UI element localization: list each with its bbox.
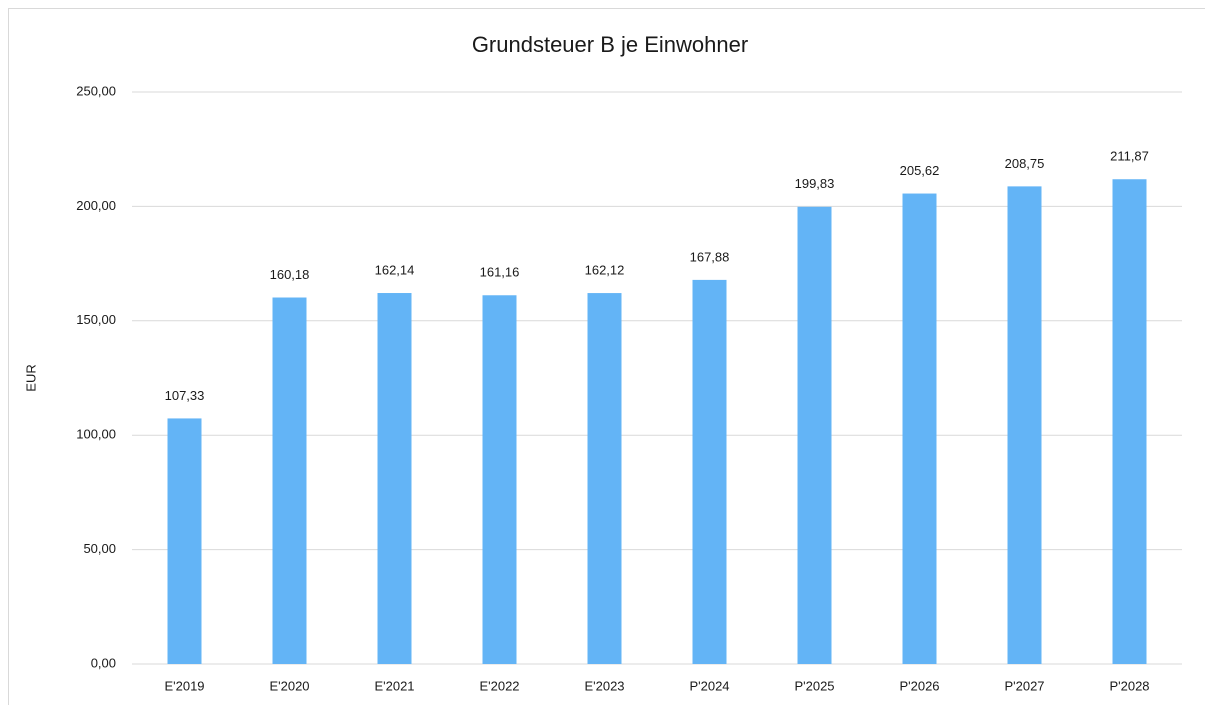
value-label: 160,18 <box>270 267 310 282</box>
y-tick-label: 250,00 <box>76 83 116 98</box>
bar <box>587 293 622 664</box>
value-label: 162,14 <box>375 262 415 277</box>
y-tick-label: 50,00 <box>83 541 116 556</box>
x-tick-label: E'2020 <box>269 678 309 693</box>
value-label: 208,75 <box>1005 156 1045 171</box>
bar <box>272 297 307 664</box>
value-label: 107,33 <box>165 388 205 403</box>
x-tick-label: P'2024 <box>689 678 729 693</box>
y-tick-label: 200,00 <box>76 198 116 213</box>
x-tick-label: E'2021 <box>374 678 414 693</box>
x-tick-label: P'2025 <box>794 678 834 693</box>
chart-title: Grundsteuer B je Einwohner <box>472 32 748 57</box>
value-label: 205,62 <box>900 163 940 178</box>
bar <box>167 418 202 664</box>
bar <box>692 279 727 664</box>
x-tick-label: E'2022 <box>479 678 519 693</box>
x-tick-label: E'2023 <box>584 678 624 693</box>
value-label: 199,83 <box>795 176 835 191</box>
bar <box>902 193 937 664</box>
x-tick-label: E'2019 <box>164 678 204 693</box>
bar <box>797 206 832 665</box>
bar <box>1007 186 1042 664</box>
value-label: 211,87 <box>1110 149 1149 164</box>
y-axis-label: EUR <box>23 364 38 391</box>
bar <box>1112 179 1147 664</box>
x-tick-label: P'2026 <box>899 678 939 693</box>
x-tick-label: P'2028 <box>1109 678 1149 693</box>
bar <box>377 293 412 664</box>
value-label: 167,88 <box>690 249 730 264</box>
y-tick-label: 100,00 <box>76 427 116 442</box>
value-label: 162,12 <box>585 263 625 278</box>
y-tick-label: 150,00 <box>76 312 116 327</box>
bar <box>482 295 517 664</box>
value-label: 161,16 <box>480 265 520 280</box>
y-tick-label: 0,00 <box>91 655 116 670</box>
x-tick-label: P'2027 <box>1004 678 1044 693</box>
